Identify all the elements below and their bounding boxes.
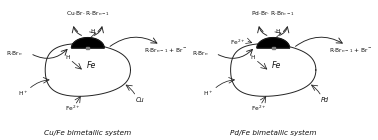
Text: H: H (276, 29, 280, 34)
Text: Fe: Fe (272, 61, 282, 70)
Text: H: H (90, 29, 94, 34)
Text: Cu: Cu (135, 97, 144, 103)
Text: H: H (251, 55, 255, 60)
Text: H$^+$: H$^+$ (18, 89, 28, 98)
Text: Pd/Fe bimetallic system: Pd/Fe bimetallic system (230, 130, 316, 136)
Text: Pd: Pd (321, 97, 329, 103)
Text: Fe$^{2+}$: Fe$^{2+}$ (65, 104, 81, 113)
Text: Pd·Br· R·Br$_{n-1}$: Pd·Br· R·Br$_{n-1}$ (251, 9, 295, 18)
Polygon shape (257, 38, 290, 48)
Text: R·Br$_{n-1}$ + Br$^-$: R·Br$_{n-1}$ + Br$^-$ (144, 46, 187, 55)
Text: H: H (65, 55, 70, 60)
Bar (272, 47, 275, 49)
Text: R·Br$_{n-1}$ + Br$^-$: R·Br$_{n-1}$ + Br$^-$ (329, 46, 373, 55)
Text: Fe$^{2+}$: Fe$^{2+}$ (230, 38, 246, 47)
Text: Fe$^{2+}$: Fe$^{2+}$ (251, 104, 266, 113)
Text: Cu/Fe bimetallic system: Cu/Fe bimetallic system (44, 130, 132, 136)
Text: R·Br$_n$: R·Br$_n$ (192, 49, 208, 58)
Text: Cu·Br· R·Br$_{n-1}$: Cu·Br· R·Br$_{n-1}$ (66, 9, 110, 18)
Text: R·Br$_n$: R·Br$_n$ (6, 49, 23, 58)
Bar (86, 47, 89, 49)
Text: H$^+$: H$^+$ (203, 89, 214, 98)
Polygon shape (71, 38, 104, 48)
Text: Fe: Fe (87, 61, 96, 70)
